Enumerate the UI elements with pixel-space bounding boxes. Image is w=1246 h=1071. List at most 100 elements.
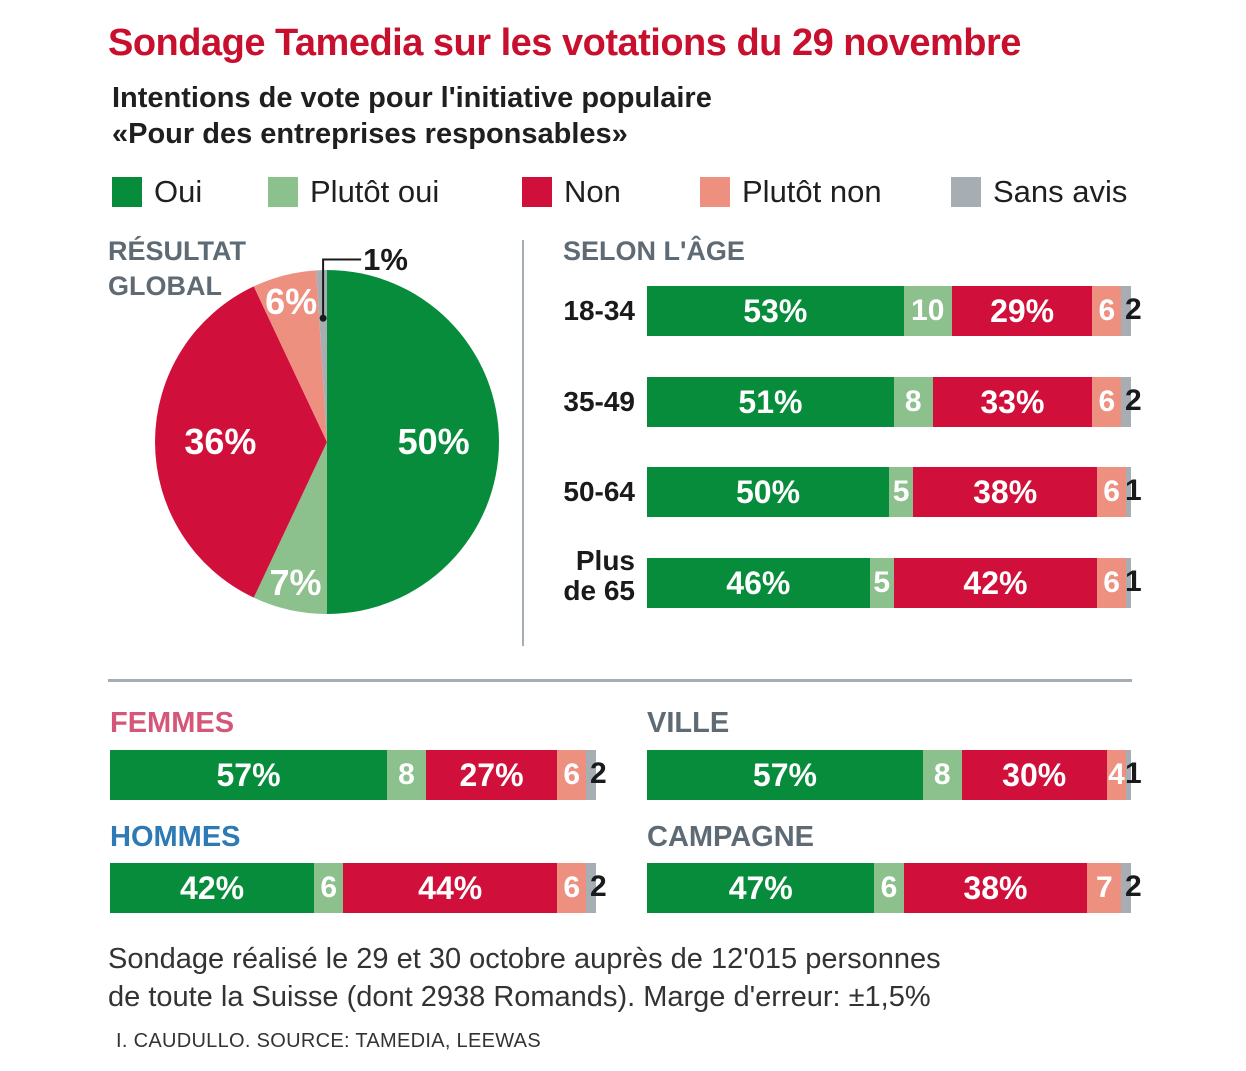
bar-segment-age-plus-de-65-sans-avis: [1126, 558, 1131, 608]
bar-segment-ville-sans-avis: [1126, 750, 1131, 800]
bar-segment-age-18-34-plutot-oui: 10: [903, 286, 952, 336]
legend-item-oui: Oui: [112, 172, 202, 212]
bar-segment-ville-plutot-oui: 8: [922, 750, 962, 800]
stacked-bar-hommes: 42% 6 44% 6: [110, 863, 596, 913]
group-label-femmes: FEMMES: [110, 707, 235, 739]
pie-label-plutot-oui: 7%: [269, 562, 321, 603]
pie-slice-plutot-non: [253, 270, 327, 442]
bar-segment-ville-non: 30%: [961, 750, 1107, 800]
pie-slice-sans-avis: [316, 270, 327, 442]
bar-segment-age-35-49-oui: 51%: [647, 377, 894, 427]
bar-segment-age-18-34-oui: 53%: [647, 286, 904, 336]
bar-segment-ville-oui: 57%: [647, 750, 923, 800]
chart-title: Sondage Tamedia sur les votations du 29 …: [108, 22, 1021, 64]
bar-value-age-plus-de-65-sans-avis: 1: [1125, 565, 1142, 598]
bar-segment-femmes-oui: 57%: [110, 750, 388, 800]
pie-slice-plutot-oui: [253, 442, 327, 614]
age-label-18-34: 18-34: [540, 296, 635, 326]
bar-segment-age-50-64-plutot-oui: 5: [889, 467, 914, 517]
chart-subtitle-line-2: «Pour des entreprises responsables»: [112, 118, 628, 150]
stacked-bar-age-50-64: 50% 5 38% 6: [647, 467, 1131, 517]
bar-segment-age-50-64-sans-avis: [1126, 467, 1131, 517]
bar-segment-age-35-49-sans-avis: [1121, 377, 1131, 427]
legend-swatch-non: [522, 177, 552, 207]
bar-segment-age-plus-de-65-non: 42%: [893, 558, 1098, 608]
pie-label-oui: 50%: [398, 421, 470, 462]
bar-segment-campagne-oui: 47%: [647, 863, 875, 913]
pie-slice-oui: [327, 270, 499, 614]
age-label-line: 50-64: [563, 476, 635, 507]
group-label-hommes: HOMMES: [110, 821, 241, 853]
stacked-bar-ville: 57% 8 30% 4: [647, 750, 1131, 800]
legend-swatch-sans-avis: [951, 177, 981, 207]
bar-value-age-35-49-sans-avis: 2: [1125, 384, 1142, 417]
bar-segment-age-35-49-non: 33%: [932, 377, 1093, 427]
bar-value-age-18-34-sans-avis: 2: [1125, 293, 1142, 326]
bar-segment-age-35-49-plutot-oui: 8: [893, 377, 933, 427]
bar-segment-campagne-plutot-oui: 6: [874, 863, 904, 913]
bar-segment-campagne-plutot-non: 7: [1087, 863, 1122, 913]
chart-subtitle-line-1: Intentions de vote pour l'initiative pop…: [112, 82, 712, 114]
bar-segment-age-50-64-non: 38%: [913, 467, 1098, 517]
bar-segment-femmes-non: 27%: [425, 750, 558, 800]
legend-swatch-oui: [112, 177, 142, 207]
bar-segment-hommes-non: 44%: [343, 863, 558, 913]
bar-segment-campagne-non: 38%: [903, 863, 1088, 913]
global-section-label: RÉSULTAT GLOBAL: [108, 234, 246, 304]
bar-segment-femmes-plutot-oui: 8: [387, 750, 426, 800]
bar-segment-femmes-plutot-non: 6: [557, 750, 587, 800]
stacked-bar-campagne: 47% 6 38% 7: [647, 863, 1131, 913]
section-divider: [108, 679, 1132, 682]
age-label-line: 35-49: [563, 386, 635, 417]
column-divider: [522, 240, 524, 646]
pie-label-non: 36%: [184, 421, 256, 462]
legend: Oui Plutôt oui Non Plutôt non Sans avis: [0, 172, 1246, 212]
group-label-ville: VILLE: [647, 707, 730, 739]
bar-segment-hommes-plutot-non: 6: [557, 863, 587, 913]
global-label-line-1: RÉSULTAT: [108, 236, 246, 266]
legend-item-plutot-oui: Plutôt oui: [268, 172, 439, 212]
bar-segment-age-50-64-plutot-non: 6: [1097, 467, 1127, 517]
pie-chart-global: 50% 7% 36% 6% 1%: [155, 242, 499, 614]
bar-segment-hommes-oui: 42%: [110, 863, 315, 913]
pie-slices: [155, 270, 499, 614]
bar-segment-age-50-64-oui: 50%: [647, 467, 889, 517]
legend-item-non: Non: [522, 172, 621, 212]
legend-swatch-plutot-oui: [268, 177, 298, 207]
age-label-line: 18-34: [563, 295, 635, 326]
age-section-label: SELON L'ÂGE: [563, 236, 745, 266]
age-label-50-64: 50-64: [540, 477, 635, 507]
bar-segment-campagne-sans-avis: [1121, 863, 1131, 913]
bar-segment-age-18-34-non: 29%: [951, 286, 1093, 336]
age-label-plus-de-65: Plus de 65: [540, 546, 635, 606]
stacked-bar-age-18-34: 53% 10 29% 6: [647, 286, 1131, 336]
legend-item-sans-avis: Sans avis: [951, 172, 1127, 212]
bar-value-hommes-sans-avis: 2: [590, 870, 607, 903]
age-label-line: de 65: [563, 575, 635, 606]
bar-segment-femmes-sans-avis: [586, 750, 596, 800]
bar-value-ville-sans-avis: 1: [1125, 757, 1142, 790]
footnote-line-1: Sondage réalisé le 29 et 30 octobre aupr…: [108, 943, 941, 975]
stacked-bar-age-plus-de-65: 46% 5 42% 6: [647, 558, 1131, 608]
bar-segment-hommes-sans-avis: [586, 863, 596, 913]
pie-label-plutot-non: 6%: [265, 281, 317, 322]
pie-callout-dot-sans-avis: [319, 314, 327, 322]
bar-value-femmes-sans-avis: 2: [590, 757, 607, 790]
pie-slice-non: [155, 286, 327, 598]
legend-label-plutot-non: Plutôt non: [742, 174, 882, 209]
bar-segment-age-18-34-sans-avis: [1121, 286, 1131, 336]
bar-segment-age-35-49-plutot-non: 6: [1092, 377, 1122, 427]
age-label-line: Plus: [575, 545, 635, 576]
legend-label-sans-avis: Sans avis: [993, 174, 1128, 209]
group-label-campagne: CAMPAGNE: [647, 821, 815, 853]
bar-segment-age-plus-de-65-oui: 46%: [647, 558, 870, 608]
legend-label-plutot-oui: Plutôt oui: [310, 174, 440, 209]
legend-item-plutot-non: Plutôt non: [700, 172, 882, 212]
bar-value-campagne-sans-avis: 2: [1125, 870, 1142, 903]
bar-segment-ville-plutot-non: 4: [1106, 750, 1127, 800]
stacked-bar-age-35-49: 51% 8 33% 6: [647, 377, 1131, 427]
legend-label-non: Non: [564, 174, 621, 209]
bar-value-age-50-64-sans-avis: 1: [1125, 474, 1142, 507]
pie-callout-line-sans-avis: [322, 258, 362, 319]
bar-segment-age-18-34-plutot-non: 6: [1092, 286, 1122, 336]
